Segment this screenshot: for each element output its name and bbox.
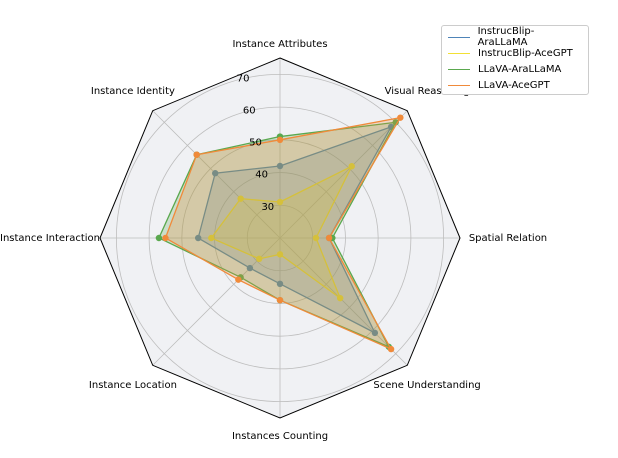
data-point	[276, 136, 284, 144]
legend-label: LLaVA-AceGPT	[478, 79, 550, 91]
data-point	[194, 234, 202, 242]
axis-label: Instances Counting	[232, 431, 328, 442]
data-point	[235, 276, 242, 283]
data-point	[312, 234, 320, 242]
data-point	[246, 264, 254, 272]
grid-spoke	[279, 110, 408, 239]
tick-label: 30	[261, 202, 274, 213]
data-point	[336, 294, 344, 302]
legend-label: InstrucBlip-AraLLaMA	[477, 26, 535, 48]
data-point	[237, 195, 244, 202]
data-point	[348, 163, 355, 170]
axis-label: Instance Location	[89, 380, 177, 391]
legend-swatch	[448, 52, 470, 54]
data-point	[276, 280, 284, 288]
axis-label: Instance Interaction	[0, 233, 100, 244]
axis-label: Instance Identity	[91, 86, 175, 97]
data-point	[387, 345, 395, 353]
plot-frame	[99, 57, 461, 419]
data-point	[193, 151, 200, 158]
legend-swatch	[448, 84, 470, 86]
series-layer	[155, 114, 404, 353]
series-1	[208, 163, 355, 302]
data-point	[162, 234, 169, 242]
axis-labels: Instance Attributes Visual Reasoning Spati…	[0, 39, 547, 442]
legend-label: InstrucBlip-AceGPT	[478, 47, 573, 59]
legend-entry: LLaVA-AceGPT	[448, 77, 582, 93]
data-point	[255, 255, 263, 263]
data-point	[208, 234, 215, 242]
legend-entry: InstrucBlip-AraLLaMA	[448, 26, 582, 48]
tick-label: 60	[243, 105, 256, 116]
axis-label: Instance Attributes	[232, 39, 327, 50]
radial-tick-labels: 30 40 50 60 70	[237, 73, 274, 213]
legend: InstrucBlip-AraLLaMA InstrucBlip-AceGPT LL…	[441, 25, 589, 95]
legend-swatch	[448, 36, 470, 38]
tick-label: 70	[237, 73, 250, 84]
legend-swatch	[448, 68, 470, 70]
data-point	[276, 251, 284, 258]
legend-entry: InstrucBlip-AceGPT	[448, 45, 582, 61]
data-point	[212, 170, 219, 177]
grid-spoke	[279, 237, 408, 366]
data-point	[276, 162, 284, 170]
legend-entry: LLaVA-AraLLaMA	[448, 61, 582, 77]
data-point	[397, 114, 404, 121]
data-point	[276, 198, 284, 206]
data-point	[371, 329, 379, 337]
series-3	[162, 114, 404, 353]
data-point	[155, 234, 163, 242]
tick-label: 50	[249, 138, 262, 149]
axis-label: Visual Reasoning	[385, 86, 470, 97]
data-point	[276, 296, 284, 304]
data-point	[325, 234, 333, 242]
legend-label: LLaVA-AraLLaMA	[478, 63, 562, 75]
axis-label: Spatial Relation	[469, 233, 547, 244]
tick-label: 40	[255, 170, 268, 181]
axis-label: Scene Understanding	[373, 380, 480, 391]
